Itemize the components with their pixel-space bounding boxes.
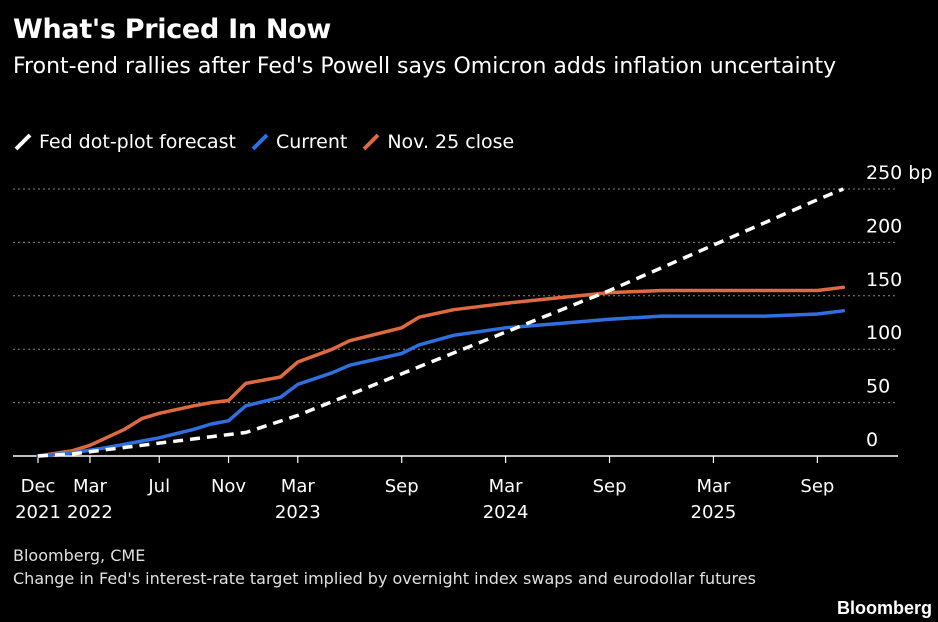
x-tick-label-45: Sep (800, 476, 834, 497)
blue-slash-icon (251, 133, 269, 151)
legend-label-dot-plot: Fed dot-plot forecast (39, 131, 236, 153)
y-tick-label-50: 50 (866, 376, 890, 398)
line-chart: 0 50 100 150 200 250 bp Dec 2021 Mar 2022 Jul Nov M… (13, 162, 932, 523)
series-line-fed-dot-plot-forecast (37, 187, 844, 458)
x-tick-label-27: Mar (489, 476, 524, 497)
legend: Fed dot-plot forecast Current Nov. 25 cl… (13, 131, 528, 153)
y-tick-label-0: 0 (866, 429, 878, 451)
x-tick-label-7: Jul (147, 476, 170, 497)
x-tick-year-2022: 2022 (67, 502, 113, 523)
y-tick-label-100: 100 (866, 322, 902, 344)
x-tick-year-2023: 2023 (275, 502, 321, 523)
legend-item-nov25: Nov. 25 close (361, 131, 514, 153)
footnote: Change in Fed's interest-rate target imp… (13, 569, 756, 588)
x-tick-year-2025: 2025 (691, 502, 737, 523)
series-lines (36, 187, 846, 458)
grid-lines (13, 188, 898, 457)
legend-item-current: Current (250, 131, 347, 153)
x-tick-year-2021: 2021 (15, 502, 61, 523)
chart-subtitle: Front-end rallies after Fed's Powell say… (13, 54, 837, 79)
x-tick-label-39: Mar (696, 476, 731, 497)
bloomberg-logo: Bloomberg (836, 598, 932, 618)
x-tick-year-2024: 2024 (483, 502, 529, 523)
source-note: Bloomberg, CME (13, 546, 146, 565)
y-tick-label-150: 150 (866, 269, 902, 291)
legend-label-nov25: Nov. 25 close (387, 131, 515, 153)
x-tick-label-15: Mar (281, 476, 316, 497)
legend-label-current: Current (275, 131, 348, 153)
series-line-current (36, 309, 846, 458)
series-line-nov-25-close (36, 285, 846, 458)
y-tick-label-250: 250 bp (866, 162, 932, 184)
x-tick-label-0: Dec (21, 476, 56, 497)
y-tick-label-200: 200 (866, 215, 902, 237)
dashed-slash-icon (14, 133, 32, 151)
x-tick-label-3: Mar (73, 476, 108, 497)
x-tick-label-11: Nov (211, 476, 246, 497)
chart-title: What's Priced In Now (13, 14, 332, 45)
legend-item-dot-plot: Fed dot-plot forecast (13, 131, 236, 153)
x-tick-label-21: Sep (385, 476, 419, 497)
x-axis-labels: Dec 2021 Mar 2022 Jul Nov Mar 2023 Sep Mar 2024 Sep… (15, 456, 834, 523)
x-tick-label-33: Sep (593, 476, 627, 497)
orange-slash-icon (362, 133, 380, 151)
y-axis-labels: 0 50 100 150 200 250 bp (866, 162, 932, 451)
